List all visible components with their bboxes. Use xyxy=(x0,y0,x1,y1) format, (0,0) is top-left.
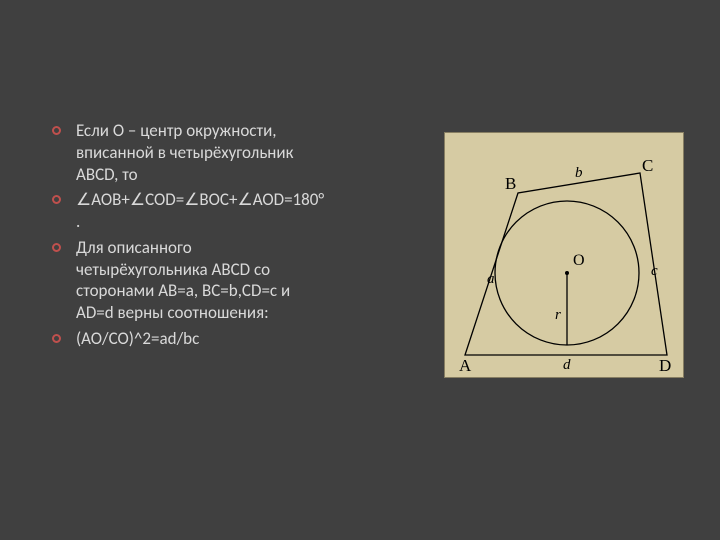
diagram-svg: A B C D a b c d O r xyxy=(445,133,683,377)
list-item: ∠AOB+∠COD=∠BOC+∠AOD=180°. xyxy=(46,189,326,233)
slide: Если О – центр окружности, вписанной в ч… xyxy=(0,0,720,540)
bullet-text: Для описанного четырёхугольника ABCD со … xyxy=(76,237,290,323)
list-item: (AO/CO)^2=ad/bc xyxy=(46,328,326,350)
quadrilateral xyxy=(465,173,667,355)
side-label-a: a xyxy=(487,271,495,287)
vertex-label-a: A xyxy=(459,356,472,375)
center-dot xyxy=(565,271,569,275)
list-item: Для описанного четырёхугольника ABCD со … xyxy=(46,237,326,324)
bullet-list: Если О – центр окружности, вписанной в ч… xyxy=(46,120,326,350)
text-content: Если О – центр окружности, вписанной в ч… xyxy=(46,120,326,354)
bullet-text: Если О – центр окружности, вписанной в ч… xyxy=(76,120,293,185)
vertex-label-d: D xyxy=(659,356,671,375)
side-label-d: d xyxy=(563,357,571,373)
vertex-label-c: C xyxy=(642,156,653,175)
radius-label: r xyxy=(555,307,561,323)
bullet-text: (AO/CO)^2=ad/bc xyxy=(76,328,199,349)
center-label: O xyxy=(573,252,585,269)
bullet-text: ∠AOB+∠COD=∠BOC+∠AOD=180°. xyxy=(76,189,324,232)
list-item: Если О – центр окружности, вписанной в ч… xyxy=(46,120,326,185)
geometry-diagram: A B C D a b c d O r xyxy=(444,132,684,378)
side-label-c: c xyxy=(651,263,658,279)
side-label-b: b xyxy=(575,165,583,181)
vertex-label-b: B xyxy=(505,174,516,193)
